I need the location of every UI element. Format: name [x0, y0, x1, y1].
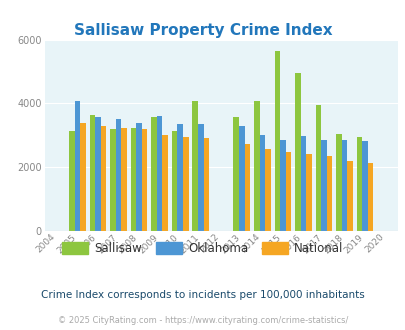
Bar [239, 126, 244, 231]
Legend: Sallisaw, Oklahoma, National: Sallisaw, Oklahoma, National [58, 237, 347, 260]
Bar [80, 123, 85, 231]
Bar [300, 136, 305, 231]
Bar [341, 140, 346, 231]
Bar [326, 156, 331, 231]
Bar [305, 154, 311, 231]
Bar [151, 117, 156, 231]
Bar [346, 161, 352, 231]
Bar [95, 117, 100, 231]
Bar [254, 101, 259, 231]
Bar [121, 128, 127, 231]
Bar [136, 122, 142, 231]
Bar [171, 131, 177, 231]
Bar [115, 119, 121, 231]
Bar [183, 137, 188, 231]
Bar [162, 135, 168, 231]
Bar [233, 117, 239, 231]
Bar [90, 115, 95, 231]
Bar [198, 124, 203, 231]
Bar [274, 51, 279, 231]
Bar [285, 151, 290, 231]
Bar [320, 140, 326, 231]
Bar [367, 163, 373, 231]
Bar [335, 134, 341, 231]
Bar [69, 131, 75, 231]
Bar [156, 116, 162, 231]
Bar [244, 144, 249, 231]
Bar [100, 126, 106, 231]
Bar [361, 141, 367, 231]
Text: © 2025 CityRating.com - https://www.cityrating.com/crime-statistics/: © 2025 CityRating.com - https://www.city… [58, 316, 347, 325]
Text: Crime Index corresponds to incidents per 100,000 inhabitants: Crime Index corresponds to incidents per… [41, 290, 364, 300]
Text: Sallisaw Property Crime Index: Sallisaw Property Crime Index [73, 23, 332, 38]
Bar [264, 149, 270, 231]
Bar [203, 138, 209, 231]
Bar [356, 137, 361, 231]
Bar [315, 105, 320, 231]
Bar [192, 101, 198, 231]
Bar [142, 129, 147, 231]
Bar [110, 129, 115, 231]
Bar [294, 73, 300, 231]
Bar [75, 101, 80, 231]
Bar [130, 128, 136, 231]
Bar [177, 124, 183, 231]
Bar [279, 140, 285, 231]
Bar [259, 135, 264, 231]
